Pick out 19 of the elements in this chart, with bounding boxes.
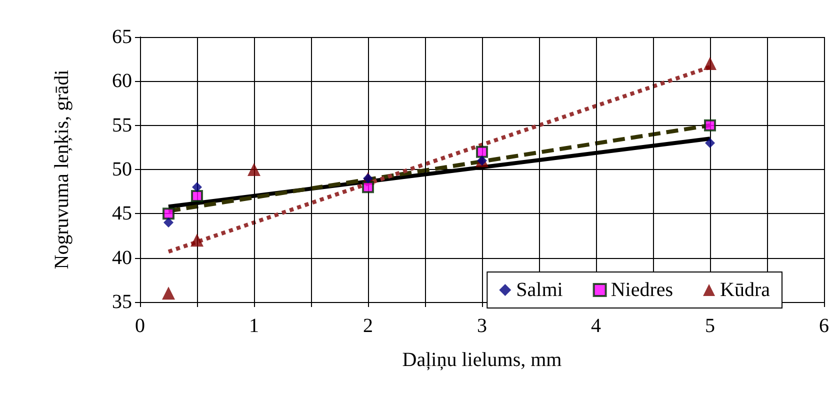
x-tick-label: 1 [249, 315, 259, 337]
x-tick-label: 5 [705, 315, 715, 337]
y-tick-label: 40 [112, 246, 132, 269]
legend-label: Kūdra [720, 279, 770, 301]
x-tick-label: 6 [819, 315, 829, 337]
x-tick-label: 2 [363, 315, 373, 337]
x-tick-label: 0 [135, 315, 145, 337]
x-tick-label: 3 [477, 315, 487, 337]
x-tick-label: 4 [591, 315, 601, 337]
y-tick-label: 45 [112, 202, 132, 225]
x-axis-title: Daļiņu lielums, mm [402, 349, 562, 371]
y-tick-label: 50 [112, 158, 132, 180]
y-tick-label: 60 [112, 70, 132, 92]
y-tick-label: 65 [112, 26, 132, 48]
y-tick-label: 35 [112, 291, 132, 313]
y-axis-title: Nogruvuma leņķis, grādi [51, 69, 73, 270]
y-tick-label: 55 [112, 114, 132, 136]
legend-label: Niedres [610, 279, 674, 301]
legend-label: Salmi [516, 279, 564, 301]
